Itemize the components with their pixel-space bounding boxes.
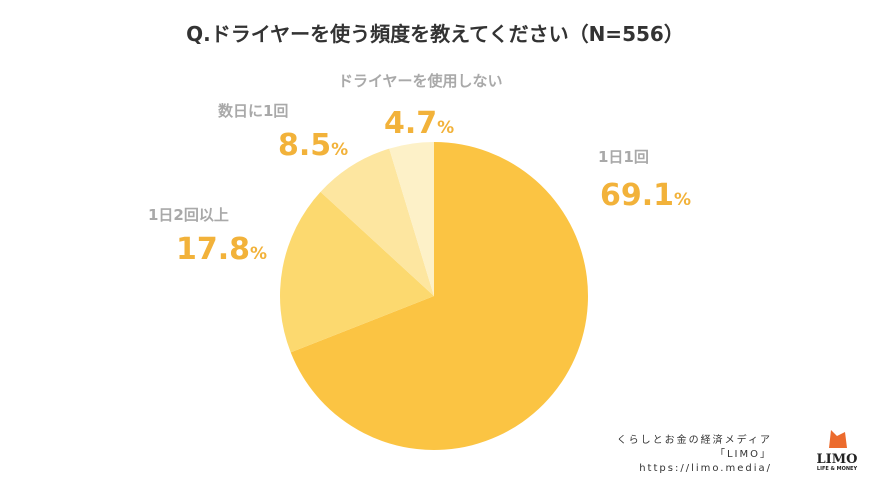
slice-value-number-1: 17.8	[176, 232, 251, 267]
credit-line2: 「LIMO」	[714, 449, 772, 460]
pie-slice-2	[320, 148, 434, 296]
chart-title: Q.ドライヤーを使う頻度を教えてください（N=556）	[186, 22, 684, 46]
limo-logo: LIMO LIFE & MONEY	[815, 428, 859, 472]
slice-value-3: 4.7%	[384, 106, 454, 141]
credit: くらしとお金の経済メディア 「LIMO」 https://limo.media/	[617, 434, 772, 476]
logo-subtext: LIFE & MONEY	[816, 466, 858, 472]
slice-value-0: 69.1%	[600, 178, 691, 213]
percent-sign: %	[250, 244, 268, 264]
pie-slice-0	[290, 142, 588, 450]
slice-label-2: 数日に1回	[218, 102, 289, 120]
percent-sign: %	[674, 190, 692, 210]
slice-value-number-0: 69.1	[600, 178, 675, 213]
logo-text: LIMO	[816, 452, 858, 467]
pie-slice-3	[389, 142, 434, 296]
pie-slice-1	[280, 191, 434, 353]
fox-icon	[829, 430, 847, 448]
slice-label-3: ドライヤーを使用しない	[338, 72, 503, 90]
slice-value-number-3: 4.7	[384, 106, 438, 141]
credit-url: https://limo.media/	[639, 463, 772, 474]
slice-value-2: 8.5%	[278, 128, 348, 163]
slice-label-1: 1日2回以上	[148, 206, 229, 224]
slice-value-1: 17.8%	[176, 232, 267, 267]
credit-line1: くらしとお金の経済メディア	[616, 435, 772, 446]
percent-sign: %	[437, 118, 455, 138]
percent-sign: %	[331, 140, 349, 160]
slice-value-number-2: 8.5	[278, 128, 332, 163]
slice-label-0: 1日1回	[598, 148, 649, 166]
